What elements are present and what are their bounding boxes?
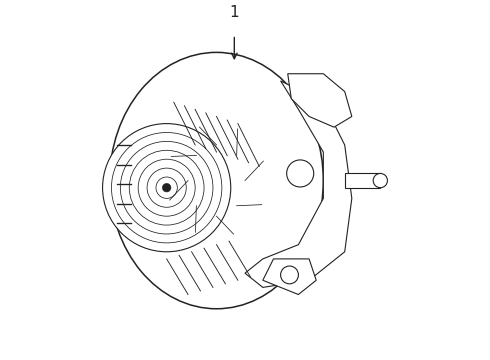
Polygon shape (263, 259, 316, 294)
Circle shape (281, 266, 298, 284)
Circle shape (162, 183, 171, 192)
Ellipse shape (110, 53, 323, 309)
Polygon shape (245, 81, 352, 287)
Circle shape (373, 174, 388, 188)
Polygon shape (344, 174, 380, 188)
Polygon shape (288, 74, 352, 127)
Text: 1: 1 (229, 5, 239, 20)
Circle shape (287, 160, 314, 187)
Circle shape (102, 123, 231, 252)
